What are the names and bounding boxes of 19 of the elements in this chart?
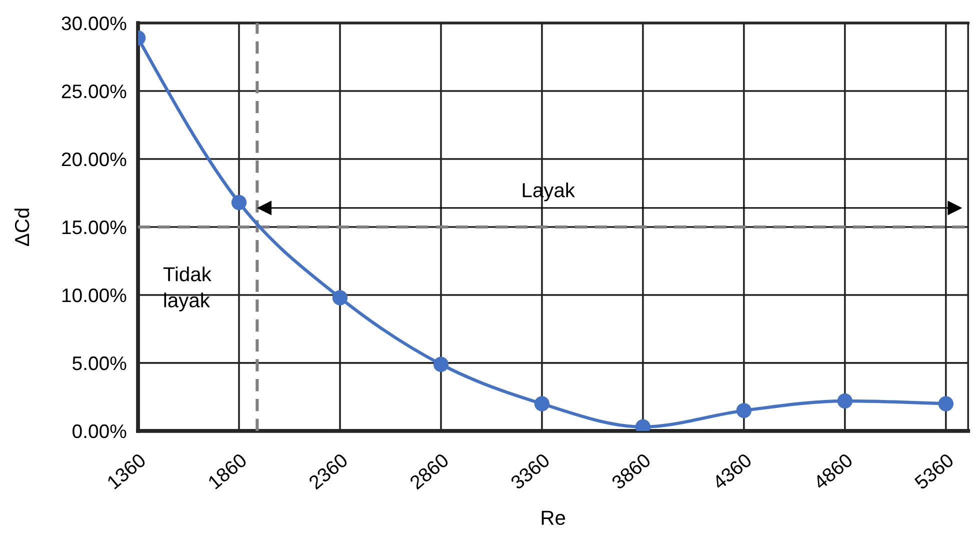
y-tick-label: 15.00% — [62, 220, 126, 234]
y-tick-label: 25.00% — [62, 84, 126, 98]
y-tick-label: 0.00% — [72, 424, 126, 438]
point — [938, 396, 954, 412]
y-tick-label: 10.00% — [62, 288, 126, 302]
y-tick-label: 20.00% — [62, 152, 126, 166]
annotation: Tidak layak — [163, 266, 212, 312]
point — [534, 396, 550, 412]
point — [736, 402, 752, 418]
y-tick-label: 30.00% — [62, 16, 126, 30]
point — [433, 356, 449, 372]
point — [332, 290, 348, 306]
point — [837, 393, 853, 409]
point — [256, 200, 272, 216]
x-axis-title: Re — [542, 510, 566, 525]
point — [948, 200, 962, 216]
y-axis-title: ΔCd — [14, 208, 30, 246]
point — [231, 194, 247, 210]
y-tick-label: 5.00% — [72, 356, 126, 370]
